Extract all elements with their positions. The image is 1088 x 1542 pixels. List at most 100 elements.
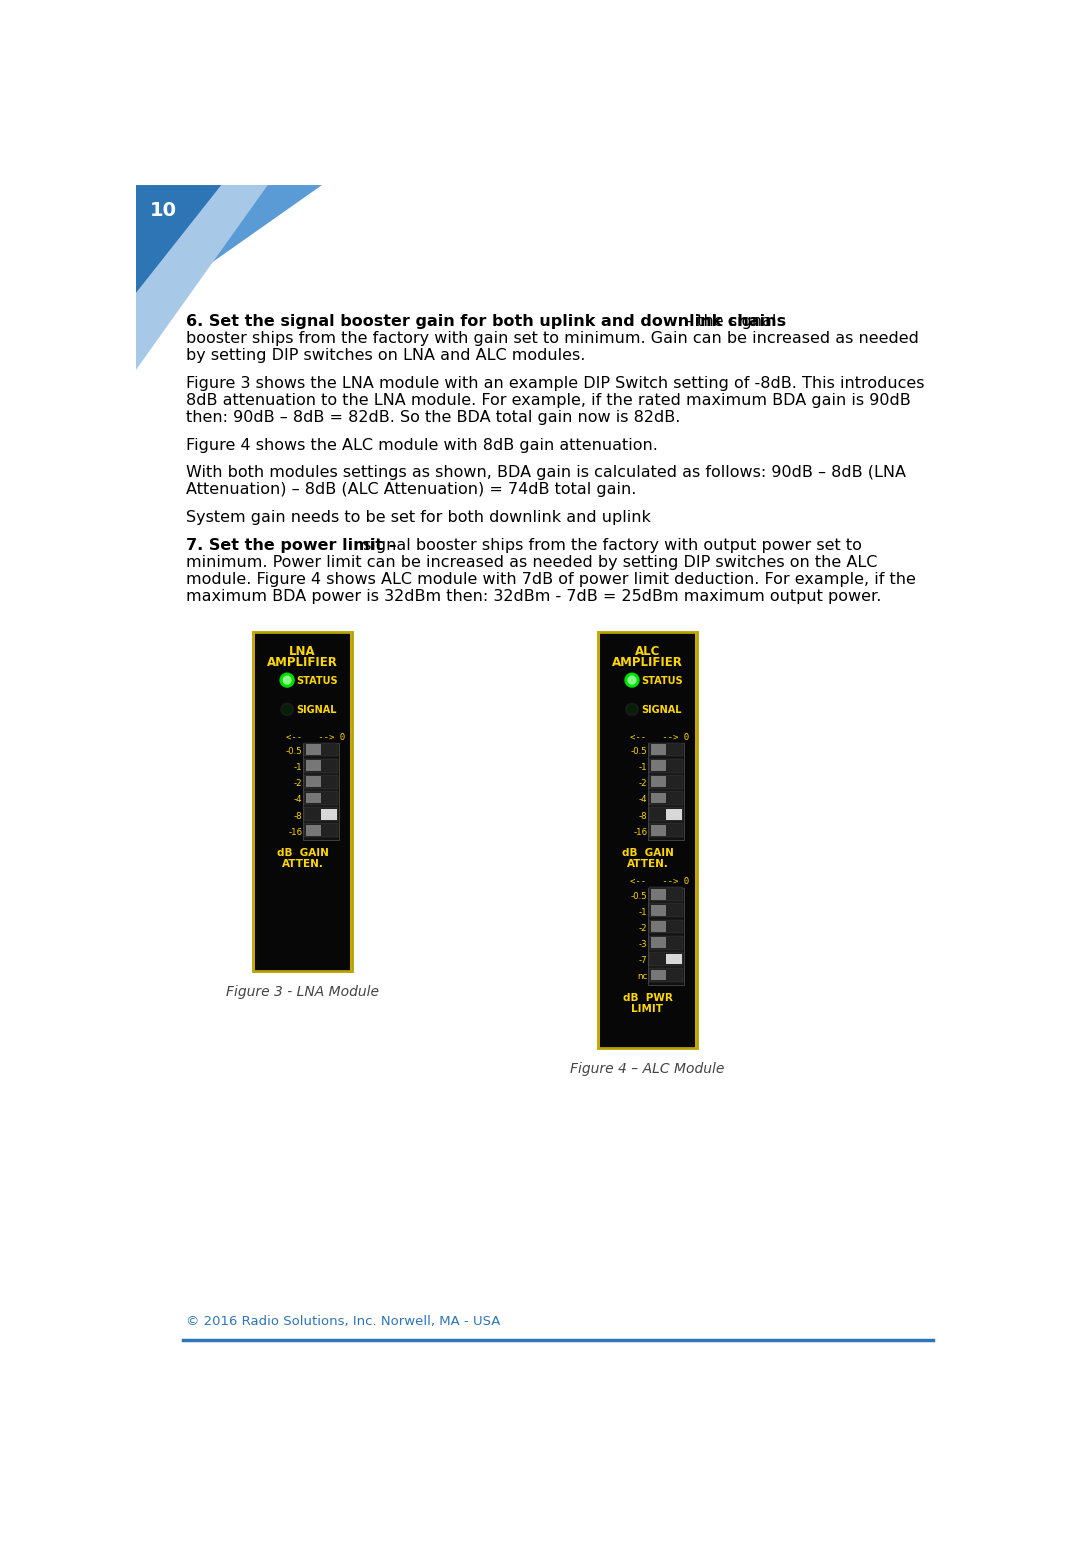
Text: module. Figure 4 shows ALC module with 7dB of power limit deduction. For example: module. Figure 4 shows ALC module with 7…: [186, 572, 916, 586]
Text: <--   --> 0: <-- --> 0: [630, 732, 690, 742]
Bar: [254, 632, 256, 971]
Text: -16: -16: [633, 828, 647, 837]
Text: STATUS: STATUS: [641, 675, 683, 686]
Bar: [350, 632, 353, 971]
Text: Figure 4 shows the ALC module with 8dB gain attenuation.: Figure 4 shows the ALC module with 8dB g…: [186, 438, 658, 453]
Text: -8: -8: [639, 811, 647, 820]
Bar: [651, 970, 666, 981]
Text: <--   --> 0: <-- --> 0: [285, 732, 345, 742]
Bar: [651, 921, 666, 931]
Text: -8: -8: [294, 811, 302, 820]
Bar: [305, 806, 338, 820]
Bar: [648, 743, 684, 840]
Polygon shape: [136, 185, 221, 293]
Bar: [651, 745, 666, 756]
Bar: [666, 808, 681, 819]
Bar: [666, 953, 681, 964]
Bar: [651, 825, 666, 836]
Bar: [650, 919, 683, 933]
Bar: [650, 951, 683, 965]
Circle shape: [628, 677, 635, 685]
Bar: [305, 776, 338, 788]
Text: 7. Set the power limit –: 7. Set the power limit –: [186, 538, 397, 552]
Text: nc: nc: [638, 973, 647, 982]
Text: System gain needs to be set for both downlink and uplink: System gain needs to be set for both dow…: [186, 510, 652, 524]
Bar: [651, 905, 666, 916]
Text: ALC: ALC: [634, 645, 660, 658]
Text: SIGNAL: SIGNAL: [296, 705, 337, 715]
Text: Figure 3 shows the LNA module with an example DIP Switch setting of -8dB. This i: Figure 3 shows the LNA module with an ex…: [186, 376, 925, 392]
Text: by setting DIP switches on LNA and ALC modules.: by setting DIP switches on LNA and ALC m…: [186, 348, 585, 364]
Bar: [306, 793, 321, 803]
Text: booster ships from the factory with gain set to minimum. Gain can be increased a: booster ships from the factory with gain…: [186, 332, 919, 347]
Text: STATUS: STATUS: [296, 675, 338, 686]
Bar: [305, 823, 338, 837]
Bar: [305, 791, 338, 805]
Text: 8dB attenuation to the LNA module. For example, if the rated maximum BDA gain is: 8dB attenuation to the LNA module. For e…: [186, 393, 911, 409]
Bar: [651, 888, 666, 899]
Bar: [650, 776, 683, 788]
Bar: [306, 760, 321, 771]
Text: -4: -4: [639, 796, 647, 805]
Text: <--   --> 0: <-- --> 0: [630, 877, 690, 887]
Bar: [254, 632, 353, 971]
Text: LNA: LNA: [289, 645, 316, 658]
Circle shape: [626, 703, 639, 715]
Circle shape: [280, 674, 294, 688]
Text: -0.5: -0.5: [286, 746, 302, 756]
Bar: [650, 791, 683, 805]
Text: -2: -2: [639, 924, 647, 933]
Bar: [650, 904, 683, 917]
Text: -0.5: -0.5: [631, 891, 647, 901]
Bar: [306, 777, 321, 786]
Bar: [651, 793, 666, 803]
Text: 6. Set the signal booster gain for both uplink and downlink chains: 6. Set the signal booster gain for both …: [186, 315, 787, 330]
Text: Figure 4 – ALC Module: Figure 4 – ALC Module: [570, 1062, 725, 1076]
Polygon shape: [136, 185, 322, 316]
Bar: [306, 825, 321, 836]
Circle shape: [628, 706, 635, 714]
Bar: [598, 632, 601, 1049]
Circle shape: [625, 674, 639, 688]
Text: dB  GAIN: dB GAIN: [276, 848, 329, 857]
Text: dB  GAIN: dB GAIN: [621, 848, 673, 857]
Text: 10: 10: [150, 200, 177, 221]
Text: -4: -4: [294, 796, 302, 805]
Text: -2: -2: [639, 779, 647, 788]
Text: then: 90dB – 8dB = 82dB. So the BDA total gain now is 82dB.: then: 90dB – 8dB = 82dB. So the BDA tota…: [186, 410, 681, 426]
Text: dB  PWR: dB PWR: [622, 993, 672, 1002]
Bar: [650, 968, 683, 982]
Text: AMPLIFIER: AMPLIFIER: [613, 655, 683, 669]
Text: With both modules settings as shown, BDA gain is calculated as follows: 90dB – 8: With both modules settings as shown, BDA…: [186, 466, 906, 480]
Text: -2: -2: [294, 779, 302, 788]
Text: -16: -16: [288, 828, 302, 837]
Text: – the signal: – the signal: [679, 315, 777, 330]
Text: -1: -1: [294, 763, 302, 773]
Text: SIGNAL: SIGNAL: [641, 705, 682, 715]
Bar: [651, 777, 666, 786]
Bar: [305, 759, 338, 773]
Text: ATTEN.: ATTEN.: [282, 859, 323, 868]
Bar: [650, 887, 683, 901]
Bar: [650, 936, 683, 950]
Circle shape: [283, 706, 290, 714]
Circle shape: [283, 677, 290, 685]
Text: maximum BDA power is 32dBm then: 32dBm - 7dB = 25dBm maximum output power.: maximum BDA power is 32dBm then: 32dBm -…: [186, 589, 881, 603]
Text: AMPLIFIER: AMPLIFIER: [268, 655, 338, 669]
Text: -0.5: -0.5: [631, 746, 647, 756]
Bar: [650, 743, 683, 757]
Text: -1: -1: [639, 908, 647, 917]
Text: -1: -1: [639, 763, 647, 773]
Text: -7: -7: [639, 956, 647, 965]
Text: minimum. Power limit can be increased as needed by setting DIP switches on the A: minimum. Power limit can be increased as…: [186, 555, 878, 569]
Text: Attenuation) – 8dB (ALC Attenuation) = 74dB total gain.: Attenuation) – 8dB (ALC Attenuation) = 7…: [186, 483, 636, 497]
Text: signal booster ships from the factory with output power set to: signal booster ships from the factory wi…: [358, 538, 863, 552]
Bar: [650, 806, 683, 820]
Bar: [321, 808, 336, 819]
Bar: [648, 888, 684, 985]
Bar: [306, 745, 321, 756]
Bar: [650, 823, 683, 837]
Circle shape: [281, 703, 294, 715]
Bar: [651, 760, 666, 771]
Text: -3: -3: [639, 941, 647, 950]
